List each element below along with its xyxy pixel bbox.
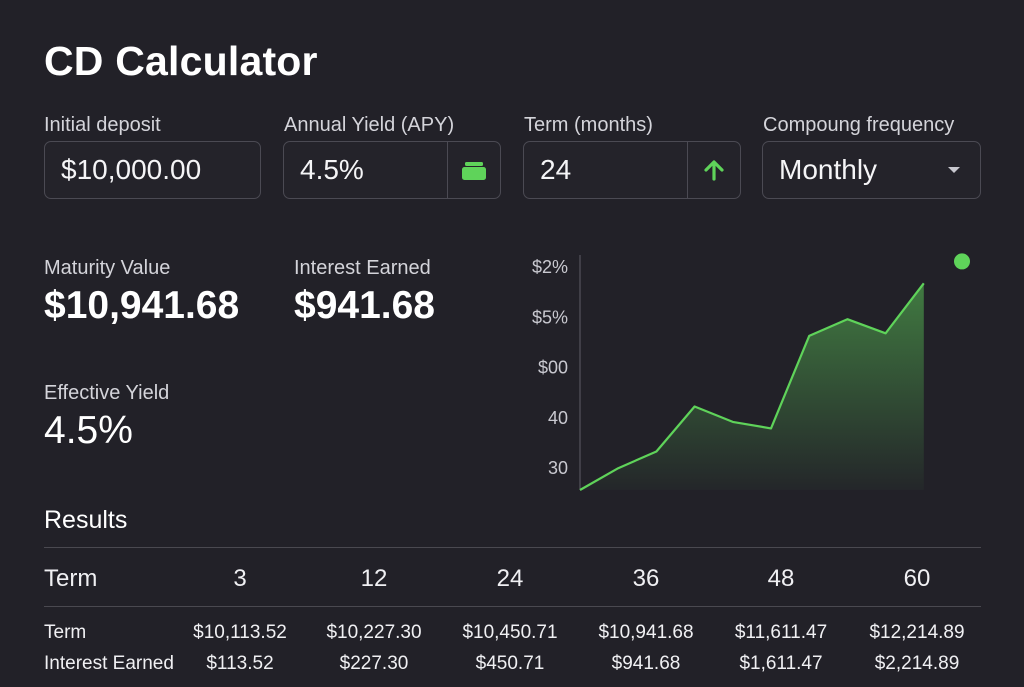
chart-highlight-point[interactable] <box>954 253 970 270</box>
results-header-term: 60 <box>903 565 931 592</box>
table-cell: $1,611.47 <box>739 653 823 674</box>
chart-y-tick-label: $5% <box>532 307 568 327</box>
results-header-term: 24 <box>496 565 524 592</box>
chart-y-tick-label: $00 <box>538 358 568 378</box>
apy-wallet-button[interactable] <box>447 142 500 198</box>
table-cell: $10,450.71 <box>462 622 558 643</box>
table-row-label: Interest Earned <box>44 653 174 674</box>
apy-label: Annual Yield (APY) <box>284 114 455 136</box>
table-cell: $450.71 <box>475 653 545 674</box>
term-value[interactable]: 24 <box>540 154 572 185</box>
chart-area <box>580 283 924 490</box>
table-cell: $2,214.89 <box>874 653 960 674</box>
table-cell: $941.68 <box>611 653 681 674</box>
initial-deposit-label: Initial deposit <box>44 114 161 136</box>
results-title: Results <box>44 506 128 534</box>
results-header-divider <box>44 606 981 607</box>
apy-field[interactable]: 4.5% <box>283 141 501 199</box>
chart-y-tick-label: $2% <box>532 257 568 277</box>
compounding-value[interactable]: Monthly <box>779 154 878 185</box>
table-cell: $11,611.47 <box>734 622 828 643</box>
apy-value[interactable]: 4.5% <box>300 154 364 185</box>
term-label: Term (months) <box>524 114 653 136</box>
caret-down-icon <box>948 167 960 173</box>
page-title: CD Calculator <box>44 38 318 84</box>
compounding-select[interactable]: Monthly <box>762 141 981 199</box>
chart-y-tick-label: 30 <box>548 458 568 478</box>
initial-deposit-field[interactable]: $10,000.00 <box>44 141 261 199</box>
maturity-value-label: Maturity Value <box>44 257 171 279</box>
results-header-term: 36 <box>632 565 660 592</box>
chart-y-tick-label: 40 <box>548 408 568 428</box>
table-cell: $227.30 <box>339 653 409 674</box>
growth-chart: $2% $5% $00 40 30 <box>532 253 970 491</box>
chart-line <box>579 282 925 491</box>
term-field[interactable]: 24 <box>523 141 741 199</box>
results-divider <box>44 547 981 548</box>
table-row-label: Term <box>44 622 87 643</box>
results-header-term: 48 <box>767 565 795 592</box>
results-header-term: 12 <box>360 565 388 592</box>
table-cell: $10,227.30 <box>326 622 422 643</box>
wallet-icon <box>462 162 486 180</box>
table-cell: $113.52 <box>206 653 274 674</box>
interest-earned-label: Interest Earned <box>294 257 431 279</box>
compounding-label: Compoung frequency <box>763 114 955 136</box>
table-cell: $12,214.89 <box>869 622 965 643</box>
arrow-up-icon <box>704 160 724 181</box>
initial-deposit-value[interactable]: $10,000.00 <box>61 154 202 185</box>
effective-yield-value: 4.5% <box>44 409 133 452</box>
interest-earned-value: $941.68 <box>294 284 435 327</box>
maturity-value: $10,941.68 <box>44 284 240 327</box>
table-cell: $10,941.68 <box>598 622 694 643</box>
term-increment-button[interactable] <box>687 142 740 198</box>
results-header-term: 3 <box>233 565 247 592</box>
results-header-label: Term <box>44 565 98 592</box>
effective-yield-label: Effective Yield <box>44 382 170 404</box>
table-cell: $10,113.52 <box>193 622 287 643</box>
